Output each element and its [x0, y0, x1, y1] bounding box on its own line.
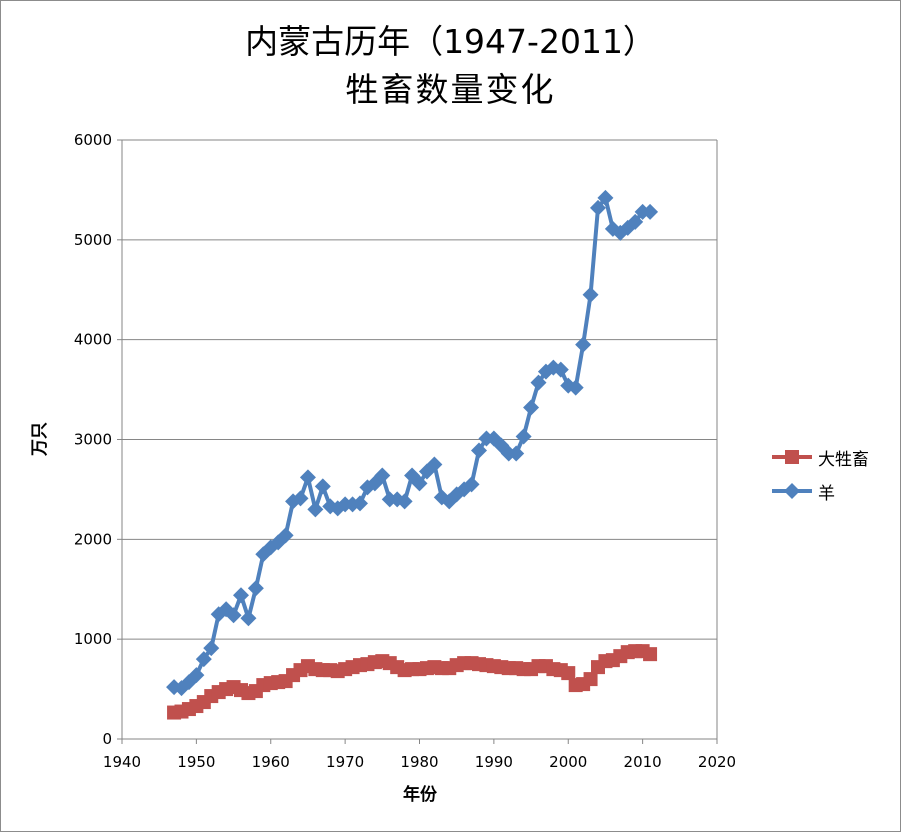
legend-item-0: 大牲畜 — [770, 440, 895, 474]
data-point — [411, 475, 428, 492]
data-point — [195, 651, 212, 668]
y-tick-label: 2000 — [74, 530, 112, 548]
data-point — [374, 467, 391, 484]
chart-title: 内蒙古历年（1947-2011） 牲畜数量变化 — [0, 18, 901, 114]
data-point — [188, 667, 205, 684]
data-point — [530, 374, 547, 391]
data-point — [590, 199, 606, 216]
x-tick-label: 2010 — [624, 753, 662, 771]
x-tick-label: 1960 — [252, 753, 290, 771]
chart-title-line1: 内蒙古历年（1947-2011） — [245, 22, 656, 61]
x-axis-label: 年份 — [403, 784, 438, 805]
data-point — [463, 476, 480, 493]
legend-label-1: 羊 — [818, 483, 835, 504]
legend-item-1: 羊 — [770, 474, 895, 508]
data-point — [643, 647, 658, 662]
data-point — [299, 469, 316, 486]
series-1 — [166, 189, 659, 697]
data-point — [352, 495, 368, 512]
legend-swatch-0 — [772, 450, 812, 464]
data-point — [396, 493, 413, 510]
data-point — [247, 580, 264, 597]
data-point — [203, 640, 220, 657]
series-0 — [167, 644, 658, 720]
x-tick-label: 1950 — [177, 753, 215, 771]
y-tick-label: 0 — [102, 730, 112, 748]
data-point — [642, 203, 659, 220]
data-point — [277, 527, 294, 544]
data-point — [582, 286, 599, 303]
data-point — [508, 445, 525, 462]
data-point — [567, 379, 584, 396]
chart-title-line2: 牲畜数量变化 — [345, 70, 556, 109]
data-point — [575, 336, 592, 353]
legend: 大牲畜 羊 — [770, 440, 895, 508]
y-tick-label: 1000 — [74, 630, 112, 648]
legend-swatch-marker — [785, 450, 799, 464]
x-tick-label: 1980 — [400, 753, 438, 771]
data-point — [292, 490, 309, 507]
series-layer — [166, 189, 659, 720]
data-point — [523, 399, 540, 416]
legend-label-0: 大牲畜 — [818, 449, 869, 470]
y-tick-label: 5000 — [74, 231, 112, 249]
data-point — [561, 666, 576, 681]
y-tick-label: 4000 — [74, 331, 112, 349]
y-tick-label: 6000 — [74, 131, 112, 149]
x-tick-label: 2020 — [698, 753, 736, 771]
x-tick-label: 1970 — [326, 753, 364, 771]
legend-swatch-marker — [784, 483, 800, 499]
data-point — [597, 189, 614, 206]
data-point — [515, 428, 532, 445]
data-point — [552, 361, 569, 378]
y-axis-label: 万只 — [30, 422, 50, 457]
x-tick-label: 2000 — [549, 753, 587, 771]
data-point — [233, 587, 249, 604]
data-point — [314, 478, 331, 495]
data-point — [307, 501, 324, 518]
x-tick-label: 1940 — [103, 753, 141, 771]
data-point — [225, 607, 242, 624]
data-point — [627, 213, 644, 230]
x-tick-label: 1990 — [475, 753, 513, 771]
data-point — [240, 610, 257, 627]
data-point — [471, 442, 487, 459]
data-point — [583, 672, 598, 687]
grid-layer — [122, 139, 717, 740]
axis-layer: 0 1000 2000 3000 4000 5000 6000 1940 1950 1960 197… — [74, 131, 736, 771]
data-point — [426, 456, 443, 473]
y-tick-label: 3000 — [74, 431, 112, 449]
legend-swatch-1 — [772, 483, 812, 499]
